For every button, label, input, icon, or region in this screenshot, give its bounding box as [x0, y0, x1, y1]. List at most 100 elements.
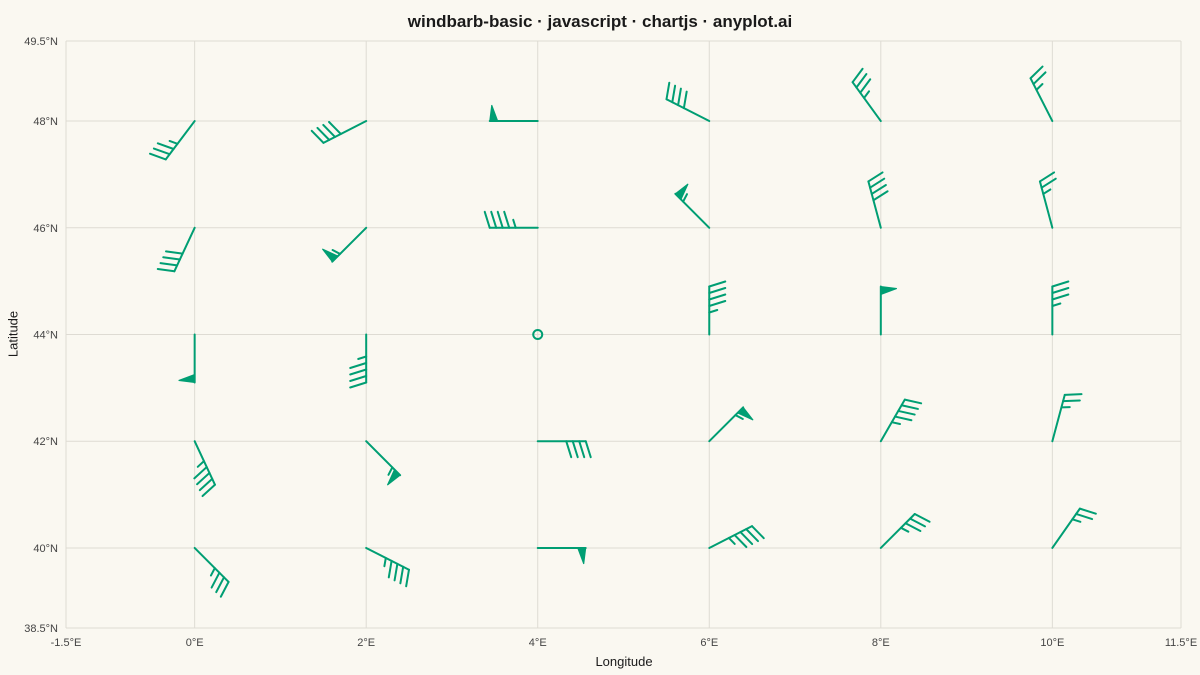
barb-half-feather: [899, 526, 910, 533]
barb-shaft: [193, 546, 230, 583]
barb-full-feather: [219, 580, 230, 598]
barb-full-feather: [584, 440, 592, 459]
barb-full-feather: [903, 398, 923, 405]
y-tick-label: 38.5°N: [24, 623, 58, 635]
barb-pennant: [736, 406, 754, 421]
y-tick-label: 48°N: [33, 116, 58, 128]
wind-barb: [365, 546, 410, 588]
barb-full-feather: [328, 120, 342, 135]
barb-full-feather: [316, 126, 331, 141]
barb-half-feather: [1035, 83, 1044, 91]
grid-lines: [65, 40, 1182, 629]
wind-barb: [1051, 507, 1097, 549]
calm-circle: [532, 329, 544, 340]
barb-full-feather: [751, 525, 765, 540]
barb-full-feather: [349, 362, 368, 369]
barb-half-feather: [727, 536, 736, 545]
barb-full-feather: [483, 210, 491, 229]
barb-half-feather: [1042, 188, 1052, 195]
barb-full-feather: [152, 147, 171, 156]
x-tick-label: 2°E: [357, 637, 375, 649]
wind-barb: [708, 280, 727, 336]
barb-shaft: [1051, 393, 1066, 443]
barb-full-feather: [708, 287, 727, 294]
barb-full-feather: [851, 67, 864, 84]
barb-half-feather: [331, 249, 342, 255]
wind-barb: [483, 210, 539, 229]
barb-full-feather: [490, 210, 498, 229]
barb-full-feather: [193, 466, 208, 480]
barb-full-feather: [349, 368, 368, 376]
barb-pennant: [178, 373, 196, 384]
barb-full-feather: [159, 262, 179, 267]
barb-full-feather: [1075, 512, 1094, 521]
barb-full-feather: [900, 404, 919, 410]
barb-full-feather: [1062, 399, 1081, 403]
y-axis-title: Latitude: [5, 310, 21, 358]
barb-half-feather: [387, 466, 394, 476]
barb-full-feather: [349, 375, 368, 382]
barb-full-feather: [1051, 280, 1070, 288]
barb-half-feather: [357, 355, 368, 360]
barb-full-feather: [867, 171, 884, 183]
barb-full-feather: [904, 522, 922, 532]
barb-half-feather: [209, 567, 216, 577]
x-tick-label: 11.5°E: [1165, 637, 1197, 649]
barb-full-feather: [745, 528, 759, 543]
barb-full-feather: [322, 123, 337, 138]
x-tick-label: 10°E: [1040, 637, 1064, 649]
wind-barb: [1051, 280, 1070, 336]
barb-full-feather: [1051, 287, 1070, 294]
barb-full-feather: [859, 78, 872, 94]
wind-barb: [178, 333, 196, 384]
barb-full-feather: [682, 90, 688, 110]
barb-shaft: [879, 513, 916, 549]
x-tick-label: 0°E: [186, 637, 204, 649]
barb-half-feather: [1071, 518, 1082, 523]
barb-full-feather: [665, 81, 671, 101]
barb-full-feather: [708, 280, 727, 288]
wind-barb: [193, 546, 230, 598]
barb-shaft: [365, 546, 410, 571]
barb-shaft: [879, 398, 906, 443]
y-tick-label: 44°N: [33, 330, 58, 342]
y-tick-label: 42°N: [33, 436, 58, 448]
wind-barb: [148, 120, 196, 161]
barb-shaft: [164, 120, 196, 161]
x-tick-label: 4°E: [529, 637, 547, 649]
wind-barbs: [148, 65, 1097, 598]
wind-barb: [1029, 65, 1054, 123]
barb-full-feather: [671, 84, 677, 104]
barb-full-feather: [677, 87, 682, 107]
barb-full-feather: [869, 177, 886, 189]
barb-half-feather: [196, 460, 205, 468]
barb-shaft: [1038, 180, 1054, 229]
wind-barb: [156, 226, 196, 273]
barb-full-feather: [496, 210, 504, 229]
barb-half-feather: [1051, 302, 1062, 307]
barb-pennant: [674, 183, 689, 201]
barb-full-feather: [164, 250, 184, 255]
barb-full-feather: [393, 562, 399, 582]
barb-full-feather: [1040, 177, 1057, 189]
wind-barb: [536, 440, 592, 459]
barb-full-feather: [156, 268, 176, 273]
barb-full-feather: [872, 190, 889, 202]
barb-full-feather: [739, 531, 754, 546]
barb-pennant: [321, 248, 339, 263]
barb-full-feather: [1063, 393, 1083, 396]
barb-shaft: [851, 81, 882, 123]
wind-barb: [708, 406, 754, 443]
wind-barb: [321, 226, 368, 263]
barb-shaft: [173, 226, 196, 273]
barb-shaft: [1051, 507, 1081, 549]
barb-full-feather: [198, 477, 214, 492]
barb-full-feather: [1029, 65, 1044, 80]
barb-shaft: [1029, 77, 1054, 123]
x-tick-label: -1.5°E: [51, 637, 82, 649]
wind-barb: [488, 104, 539, 123]
barb-full-feather: [870, 183, 887, 195]
barb-shaft: [322, 120, 368, 144]
barb-half-feather: [734, 414, 744, 420]
wind-barb: [851, 67, 882, 123]
